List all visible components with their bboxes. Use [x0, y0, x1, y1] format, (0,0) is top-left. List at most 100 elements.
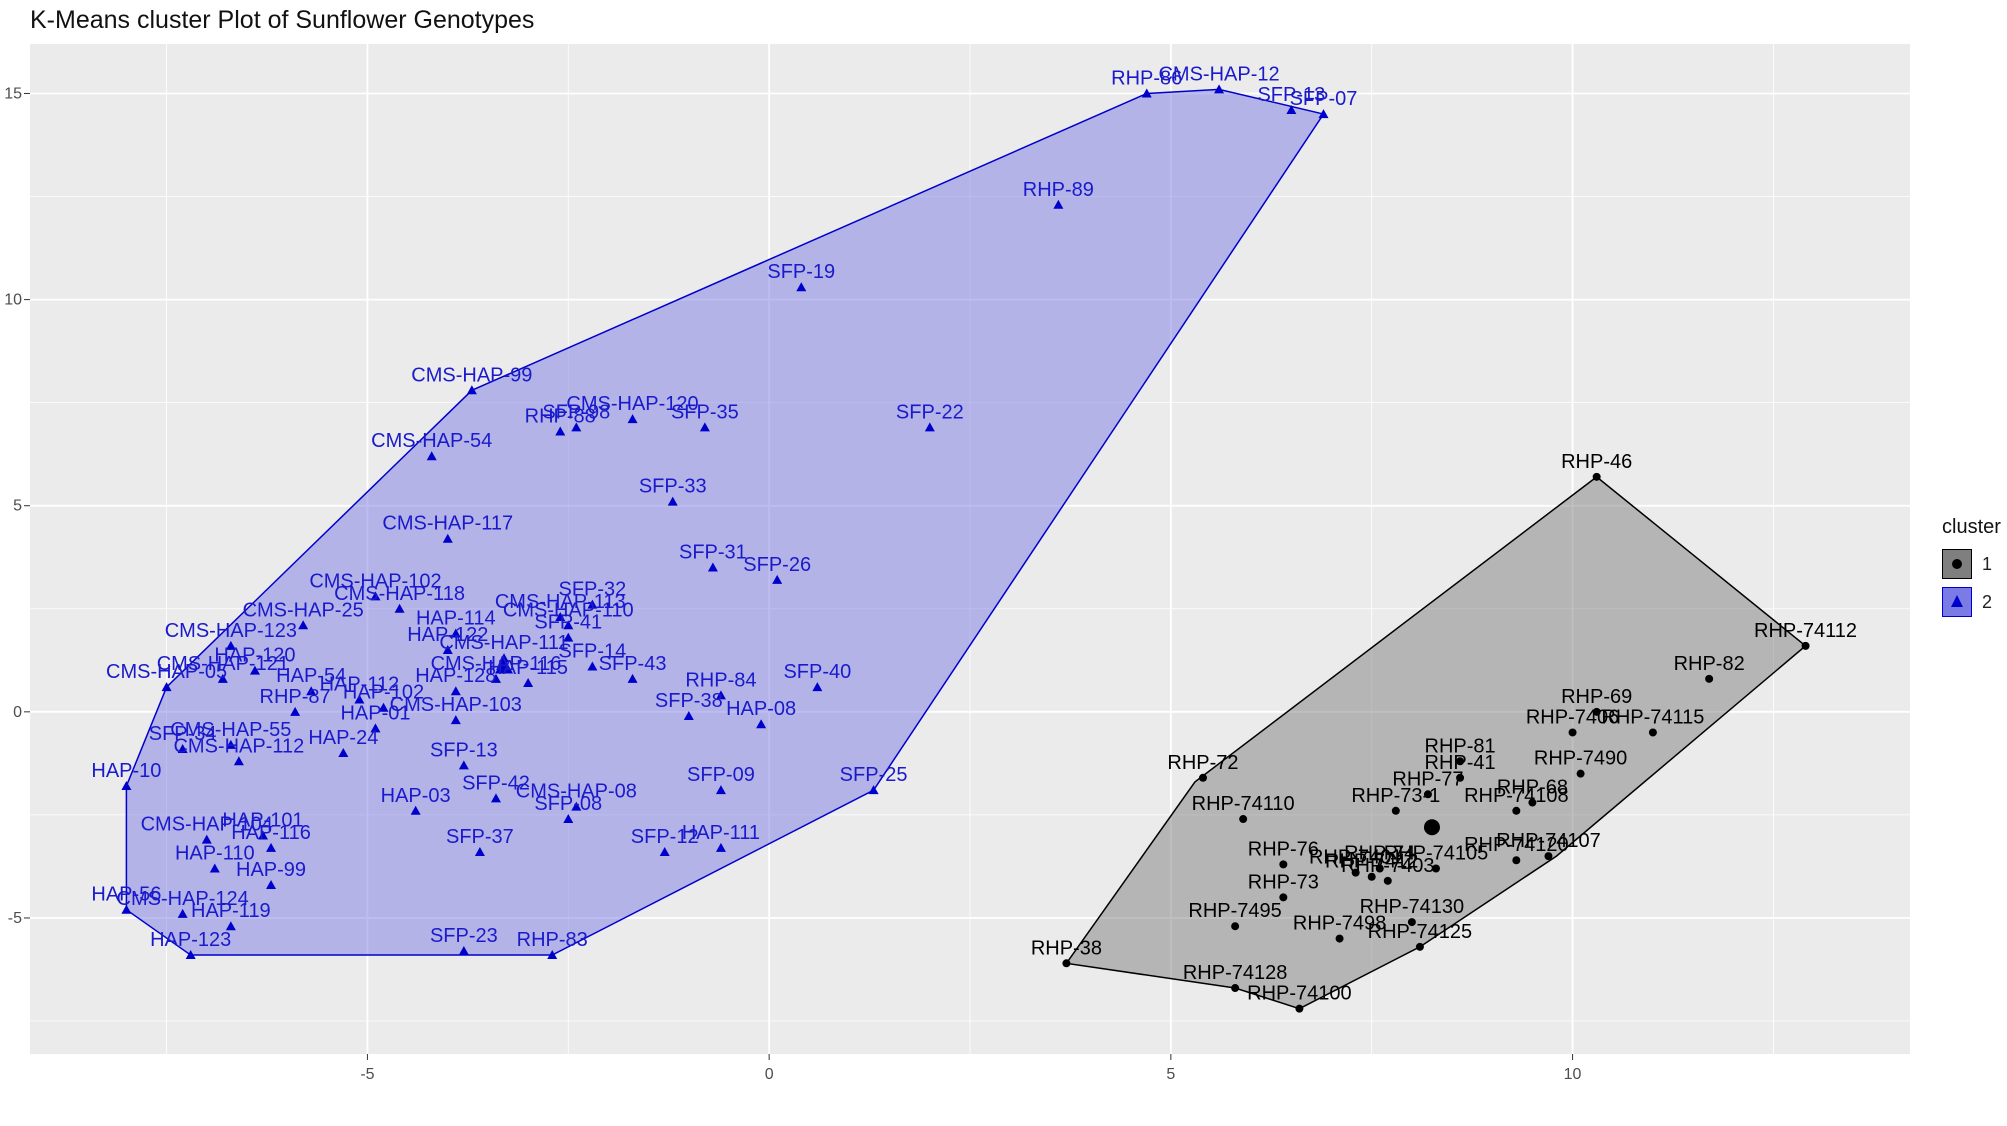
cluster-2-point: [812, 682, 823, 692]
cluster-1-point: [1415, 942, 1424, 951]
point-label: SFP-14: [558, 640, 626, 662]
cluster-2-point: [201, 834, 212, 844]
cluster-2-point: [1318, 109, 1329, 119]
cluster-1-point: [1512, 806, 1521, 815]
cluster-2-point: [249, 665, 260, 675]
cluster-2-point: [699, 422, 710, 432]
point-label: HAP-99: [236, 859, 306, 881]
point-label: CMS-HAP-103: [390, 694, 522, 716]
point-label: SFP-35: [671, 401, 739, 423]
point-label: CMS-HAP-116: [431, 653, 562, 675]
cluster-2-point: [466, 385, 477, 395]
point-label: RHP-68: [1497, 777, 1568, 799]
point-label: HAP-114: [416, 608, 496, 630]
cluster-1-point: [1648, 728, 1657, 737]
point-label: SFP-13: [430, 739, 498, 761]
cluster-2-point: [185, 950, 196, 960]
point-label: HAP-119: [191, 900, 271, 922]
cluster-2-point: [555, 612, 566, 622]
cluster-2-point: [410, 805, 421, 815]
point-label: RHP-76: [1248, 838, 1319, 860]
cluster-2-point: [225, 640, 236, 650]
legend-key-cluster-2: [1942, 587, 1972, 617]
point-label: SFP-31: [679, 542, 747, 564]
cluster-2-point: [121, 781, 132, 791]
point-label: RHP-74120: [1464, 834, 1569, 856]
cluster-1-point: [1456, 757, 1465, 766]
point-label: RHP-77: [1392, 768, 1463, 790]
x-tick-label: 0: [765, 1066, 774, 1083]
cluster-2-point: [426, 451, 437, 461]
cluster-1-point: [1383, 876, 1392, 885]
cluster-1-point: [1407, 918, 1416, 927]
cluster-2-point: [587, 661, 598, 671]
cluster-2-point: [555, 426, 566, 436]
point-label: CMS-HAP-54: [371, 430, 492, 452]
point-label: RHP-74100: [1247, 983, 1352, 1005]
point-label: RHP-41: [1425, 752, 1496, 774]
cluster-1-point: [1335, 934, 1344, 943]
point-label: HAP-08: [726, 698, 796, 720]
point-label: RHP-88: [525, 406, 596, 428]
cluster-2-point: [868, 785, 879, 795]
point-label: RHP-74: [1344, 842, 1415, 864]
point-label: RHP-84: [685, 669, 756, 691]
point-label: RHP-87: [260, 686, 331, 708]
point-label: SFP-98: [542, 401, 610, 423]
point-label: CMS-HAP-118: [334, 583, 465, 605]
cluster-1-point: [1239, 815, 1248, 824]
point-label: RHP-7401: [1309, 847, 1402, 869]
cluster-2-point: [772, 574, 783, 584]
point-label: RHP-7412: [1325, 851, 1418, 873]
data-points: [121, 84, 1810, 1013]
cluster-2-point: [177, 743, 188, 753]
point-label: CMS-HAP-05: [106, 661, 227, 683]
point-label: RHP-7495: [1188, 900, 1281, 922]
cluster-2-point: [563, 632, 574, 642]
cluster-2-point: [627, 414, 638, 424]
point-label: RHP-74128: [1183, 962, 1288, 984]
point-label: CMS-HAP-120: [566, 393, 698, 415]
cluster-1-point: [1592, 707, 1601, 716]
cluster-1-point: [1592, 472, 1601, 481]
cluster-2-point: [563, 814, 574, 824]
cluster-1-point: [1279, 860, 1288, 869]
cluster-1-point: [1528, 798, 1537, 807]
legend-label: 2: [1982, 591, 1993, 612]
point-label: SFP-25: [840, 764, 908, 786]
legend-circle-marker: [1952, 559, 1962, 569]
cluster-2-point: [225, 739, 236, 749]
cluster-1-point: [1568, 728, 1577, 737]
point-label: HAP-24: [308, 727, 378, 749]
cluster-2-point: [924, 422, 935, 432]
point-label: RHP-73: [1248, 871, 1319, 893]
cluster-2-point: [587, 599, 598, 609]
point-label: SFP-37: [446, 826, 514, 848]
point-label: HAP-01: [340, 702, 410, 724]
cluster-1-point: [1512, 856, 1521, 865]
cluster-2-point: [298, 620, 309, 630]
cluster-1-point: [1456, 773, 1465, 782]
cluster-2-point: [121, 904, 132, 914]
cluster-1-point: [1231, 984, 1240, 993]
point-label: RHP-83: [517, 929, 588, 951]
cluster-2-point: [563, 620, 574, 630]
point-label: RHP-74107: [1496, 830, 1601, 852]
cluster-2-point: [667, 496, 678, 506]
y-tick-label: -5: [8, 910, 22, 927]
point-label: RHP-74115: [1601, 706, 1704, 728]
cluster-2-point: [306, 686, 317, 696]
cluster-1-point: [1544, 852, 1553, 861]
cluster-2-point: [450, 715, 461, 725]
point-label: HAP-123: [150, 929, 231, 951]
point-label: SFP-23: [430, 925, 498, 947]
legend-item-cluster-1: 1: [1942, 545, 2004, 583]
cluster-2-point: [450, 686, 461, 696]
point-label: RHP-74112: [1754, 620, 1857, 642]
cluster-2-point: [1053, 199, 1064, 209]
point-label: RHP-46: [1561, 451, 1632, 473]
point-label: SFP-08: [534, 793, 602, 815]
point-label: CMS-HAP-124: [117, 888, 249, 910]
point-label: CMS-HAP-102: [309, 570, 441, 592]
point-label: HAP-115: [488, 657, 568, 679]
